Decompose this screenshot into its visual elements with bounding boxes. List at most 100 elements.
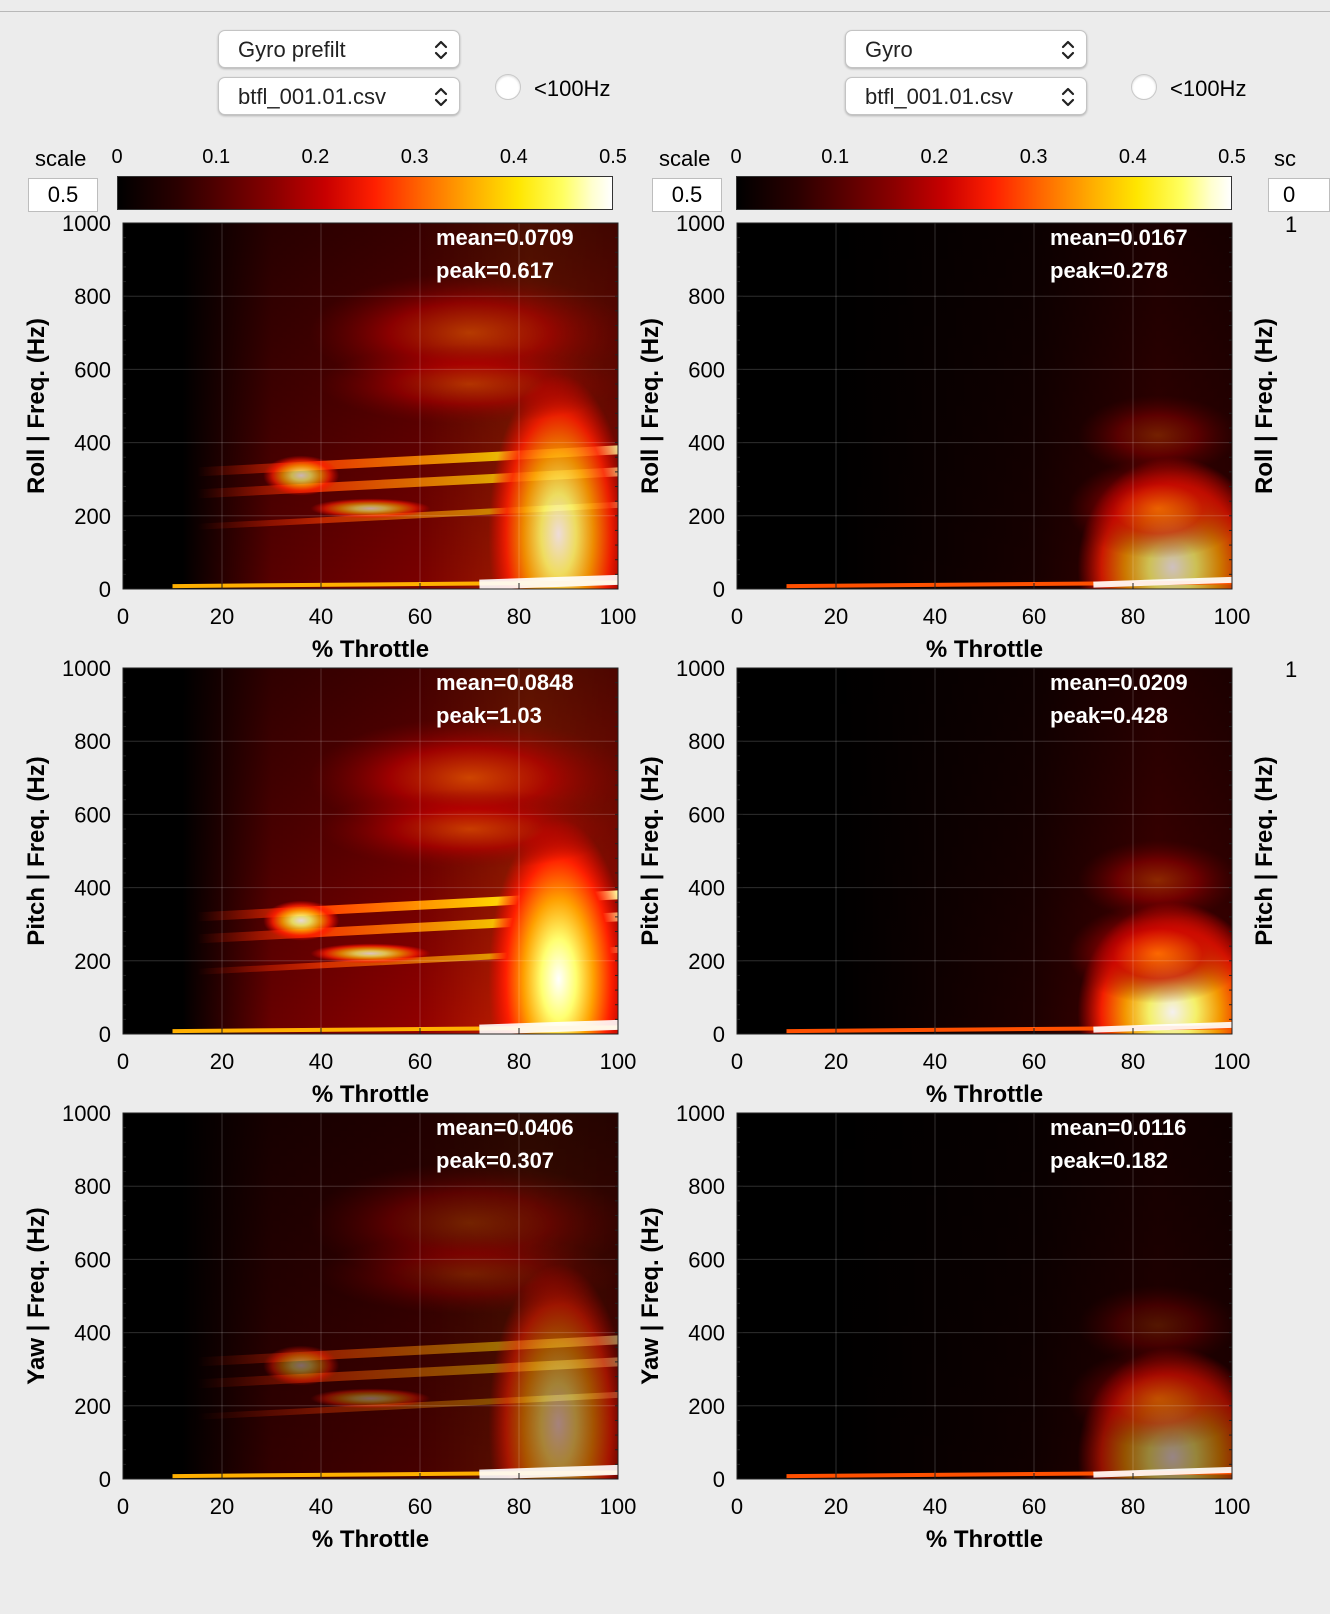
x-tick-label: 100 [1214,1494,1251,1519]
y-axis-label: Pitch | Freq. (Hz) [23,756,50,945]
y-tick-label: 800 [688,1174,725,1199]
chevron-updown-icon [434,40,448,60]
plot-frame [122,667,619,1035]
throttle-line-hot [1093,1466,1232,1478]
x-tick-label: 40 [309,1049,333,1074]
x-axis-label: % Throttle [926,1081,1043,1108]
chevron-updown-icon [1061,87,1075,107]
x-tick-label: 60 [408,1049,432,1074]
y-tick-label: 800 [74,1174,111,1199]
file-select-right[interactable]: btfl_001.01.csv [845,77,1087,115]
x-tick-label: 100 [1214,1049,1251,1074]
heatmap-area [737,223,1232,589]
y-tick-label: 200 [688,1394,725,1419]
hotspot [310,943,431,964]
file-select-left[interactable]: btfl_001.01.csv [218,77,460,115]
y-tick-label: 600 [688,357,725,382]
x-tick-label: 20 [824,1049,848,1074]
y-tick-label: 600 [74,357,111,382]
colorbar-right-tick: 0.3 [1019,146,1048,168]
plot-frame [736,667,1233,1035]
colorbar-left-tick: 0.2 [301,146,330,168]
throttle-line-hot [1093,576,1232,588]
throttle-line-hot [479,574,618,589]
throttle-line-hot [479,1019,618,1034]
y-tick-label: 200 [74,949,111,974]
sensor-select-left[interactable]: Gyro prefilt [218,30,460,68]
plot-frame [122,222,619,590]
y-tick-label: 0 [99,1022,111,1047]
y-axis-label: Yaw | Freq. (Hz) [637,1207,664,1384]
warm-region [319,344,618,425]
mean-stat: mean=0.0116 [1050,1115,1186,1140]
scale-input-right[interactable]: 0.5 [652,178,722,212]
x-tick-label: 20 [824,604,848,629]
x-tick-label: 80 [1121,1049,1145,1074]
y-tick-label: 400 [74,1321,111,1346]
y-tick-label: 600 [688,802,725,827]
x-tick-label: 80 [507,1049,531,1074]
y-tick-label: 0 [713,1467,725,1492]
x-tick-label: 0 [117,1494,129,1519]
y-axis-label: Roll | Freq. (Hz) [23,318,50,494]
hotspot [488,819,618,1034]
cut-tick-label: 1 [1285,212,1297,237]
warm-region [1077,1285,1232,1366]
warm-region [1077,840,1232,921]
plot-frame [736,222,1233,590]
warm-region [319,1234,618,1315]
colorbar-left-tick: 0.3 [400,146,429,168]
x-tick-label: 0 [117,1049,129,1074]
x-tick-label: 80 [507,1494,531,1519]
y-tick-label: 1000 [62,656,111,681]
y-tick-label: 400 [688,1321,725,1346]
x-tick-label: 100 [600,604,637,629]
x-tick-label: 80 [1121,1494,1145,1519]
y-tick-label: 0 [713,577,725,602]
x-tick-label: 100 [1214,604,1251,629]
hotspot [263,1345,340,1386]
peak-stat: peak=0.428 [1050,703,1168,728]
scale-input-cut[interactable]: 0 [1268,178,1330,212]
mean-stat: mean=0.0406 [436,1115,574,1140]
warm-region [319,789,618,870]
heatmap-area [737,668,1232,1034]
x-tick-label: 20 [824,1494,848,1519]
x-tick-label: 0 [731,604,743,629]
mean-stat: mean=0.0209 [1050,670,1188,695]
chevron-updown-icon [1061,40,1075,60]
mean-stat: mean=0.0709 [436,225,574,250]
cut-tick-label: 1 [1285,657,1297,682]
x-tick-label: 40 [923,1049,947,1074]
mean-stat: mean=0.0167 [1050,225,1188,250]
lowpass-radio-right-label: <100Hz [1170,76,1247,101]
sensor-select-right[interactable]: Gyro [845,30,1087,68]
hotspot [263,900,340,941]
sensor-select-right-value: Gyro [865,37,913,62]
scale-input-left[interactable]: 0.5 [28,178,98,212]
plot-frame [736,1112,1233,1480]
warm-region [1067,458,1232,559]
x-axis-label: % Throttle [926,1526,1043,1553]
y-tick-label: 1000 [62,1101,111,1126]
x-axis-label: % Throttle [312,1081,429,1108]
y-tick-label: 800 [74,284,111,309]
mean-stat: mean=0.0848 [436,670,574,695]
heatmap-area [737,1113,1232,1479]
y-axis-label: Yaw | Freq. (Hz) [23,1207,50,1384]
x-tick-label: 40 [309,1494,333,1519]
colorbar-right-tick: 0.2 [920,146,949,168]
hotspot [488,374,618,589]
y-tick-label: 600 [74,802,111,827]
colorbar-left [117,176,613,210]
x-tick-label: 100 [600,1049,637,1074]
lowpass-radio-right[interactable] [1131,74,1157,100]
colorbar-right [736,176,1232,210]
colorbar-right-tick: 0 [730,146,742,168]
lowpass-radio-left[interactable] [495,74,521,100]
lowpass-radio-left-label: <100Hz [534,76,611,101]
y-tick-label: 400 [74,876,111,901]
x-tick-label: 80 [1121,604,1145,629]
hotspot [263,455,340,496]
